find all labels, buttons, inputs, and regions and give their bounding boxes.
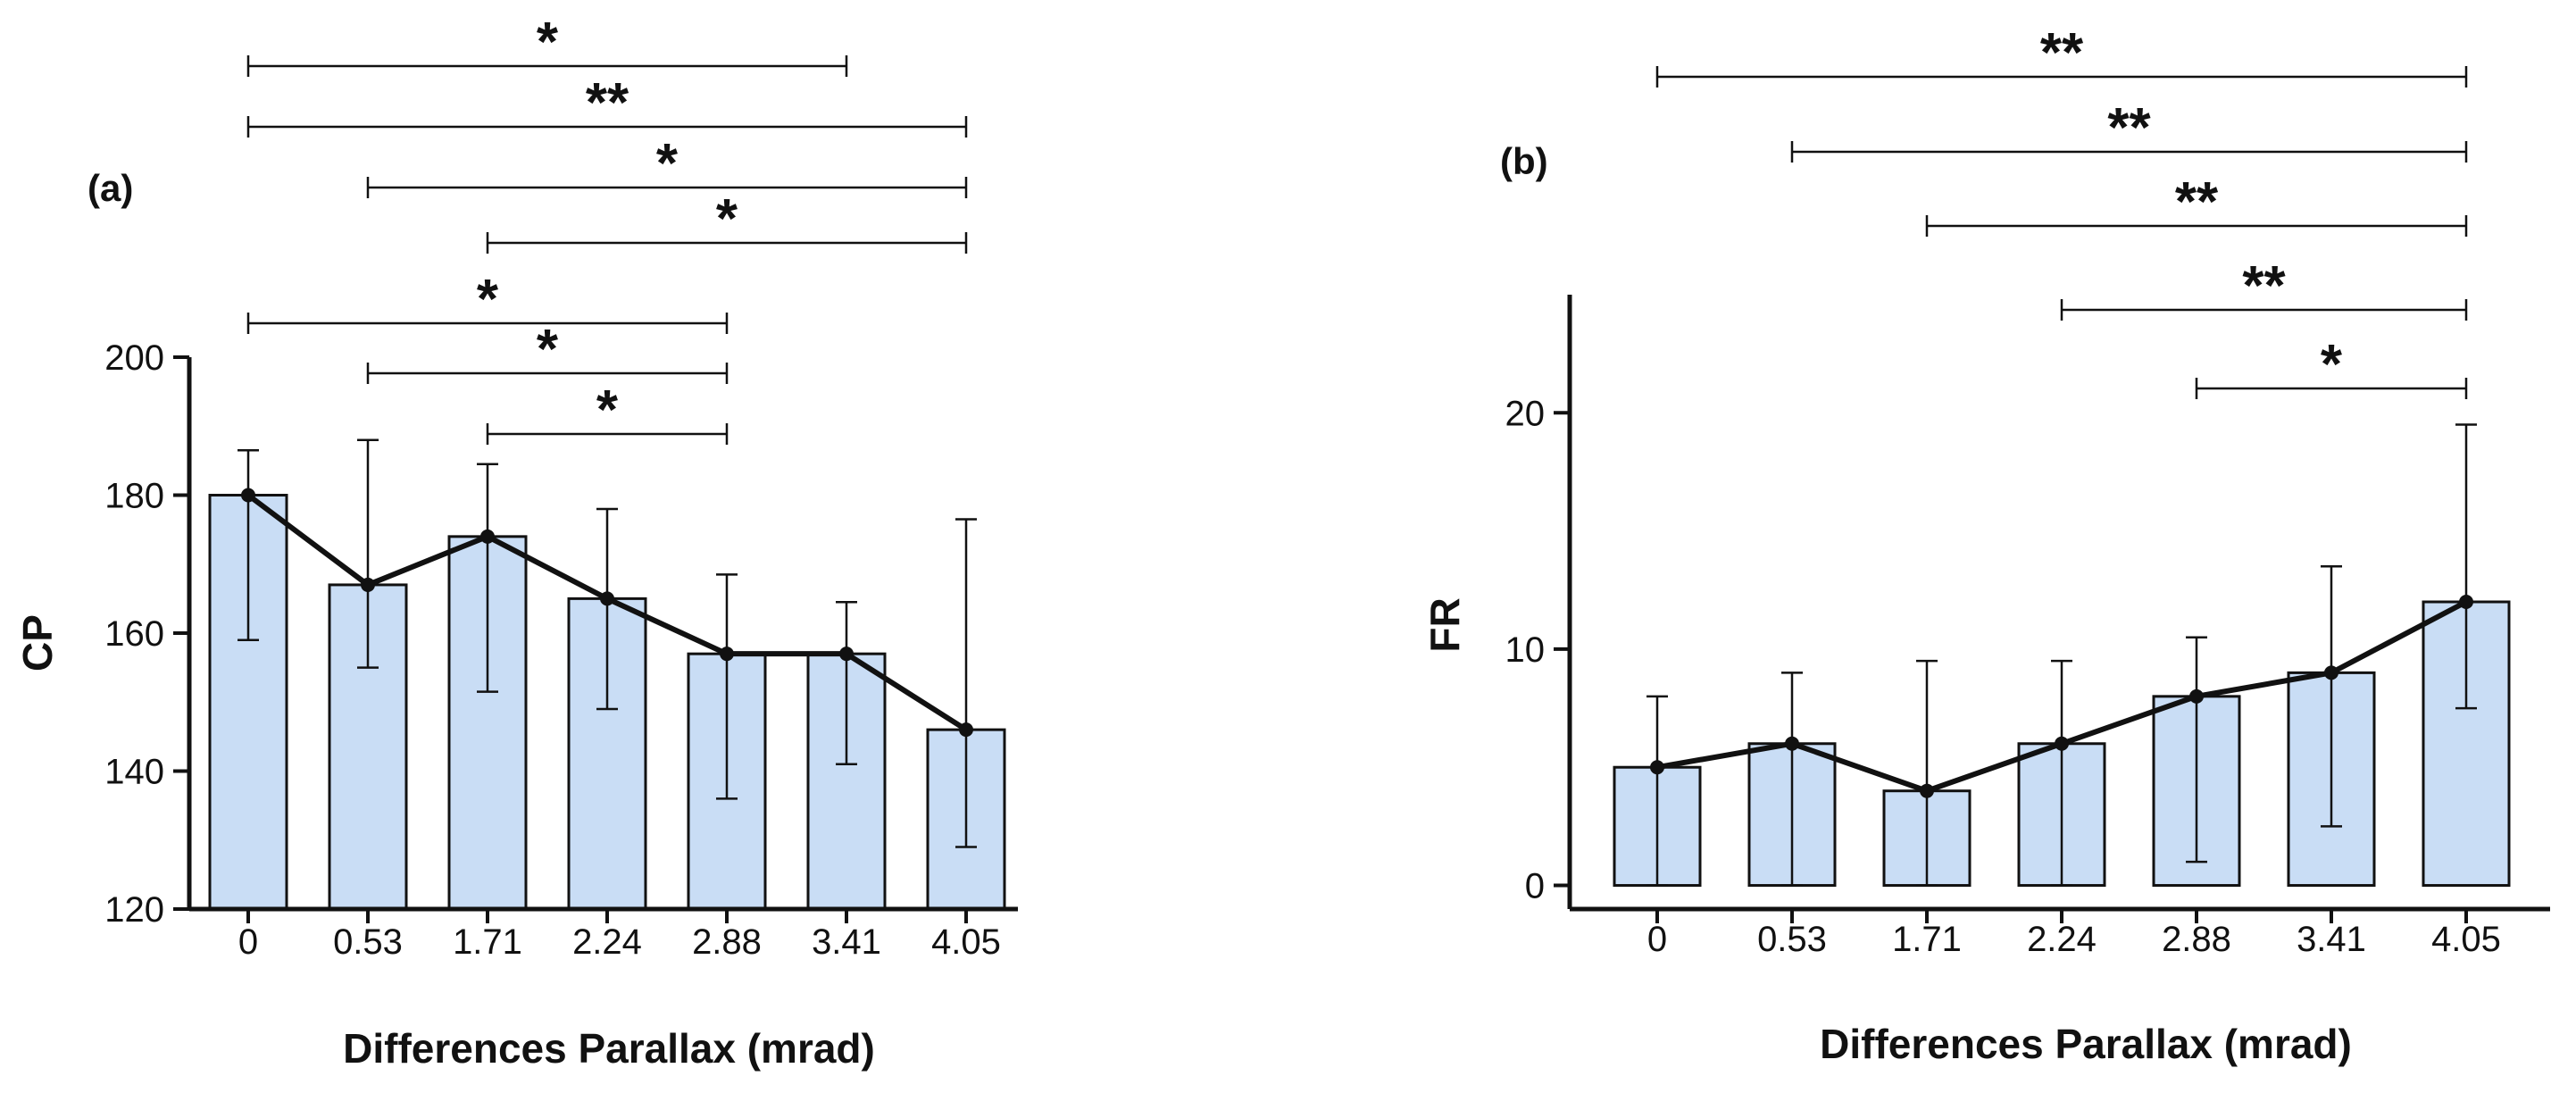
point-0.53 (361, 577, 375, 592)
panel-a-y-axis-title: CP (14, 614, 61, 672)
panel-a-label: (a) (88, 167, 133, 209)
x-tick-label-4.05: 4.05 (2431, 920, 2501, 959)
point-0.53 (1785, 736, 1799, 751)
sig-label-2: * (656, 133, 679, 195)
panel-b-label: (b) (1500, 140, 1548, 182)
y-tick-label-140: 140 (104, 753, 164, 792)
sig-label-6: * (596, 380, 619, 441)
y-tick-label-200: 200 (104, 338, 164, 378)
x-tick-label-2.88: 2.88 (692, 922, 762, 962)
sig-label-4: * (477, 269, 499, 330)
panel-a-significance: ******** (246, 12, 968, 445)
sig-label-0: * (537, 12, 559, 73)
sig-label-4: * (2321, 334, 2343, 396)
sig-label-1: ** (2107, 97, 2151, 159)
y-tick-label-180: 180 (104, 477, 164, 516)
x-tick-label-0: 0 (238, 922, 258, 962)
panel-b-error-bars (1646, 423, 2477, 887)
y-tick-label-10: 10 (1505, 630, 1546, 670)
bar-2.24 (567, 597, 647, 911)
panel-b-mean-line (1650, 595, 2473, 798)
sig-label-0: ** (2040, 22, 2084, 84)
x-tick-label-0.53: 0.53 (333, 922, 403, 962)
x-tick-label-0: 0 (1647, 920, 1667, 959)
point-1.71 (480, 529, 495, 544)
point-4.05 (959, 722, 973, 738)
y-tick-label-20: 20 (1505, 394, 1546, 433)
panel-a-x-axis-title: Differences Parallax (mrad) (343, 1025, 875, 1072)
panel-b-axes: 0 10 20 0 0.53 1.71 2.24 2.88 3.41 4.05 (1505, 295, 2550, 959)
y-tick-label-160: 160 (104, 614, 164, 654)
panel-b-significance: ********* (1655, 22, 2468, 399)
panel-b-y-axis-title: FR (1421, 597, 1468, 652)
sig-label-3: ** (2242, 255, 2286, 317)
x-tick-label-1.71: 1.71 (1892, 920, 1962, 959)
point-2.24 (600, 591, 614, 606)
panel-a-chart: (a) CP Differences Parallax (mrad) 120 14… (14, 12, 1018, 1072)
x-tick-label-2.88: 2.88 (2162, 920, 2231, 959)
sig-label-1: ** (586, 72, 629, 134)
panel-a-mean-line (241, 488, 973, 738)
point-2.88 (720, 647, 734, 662)
panel-b-x-axis-title: Differences Parallax (mrad) (1820, 1021, 2352, 1067)
sig-label-5: * (537, 319, 559, 380)
point-0 (241, 488, 255, 503)
y-tick-label-0: 0 (1525, 867, 1545, 906)
x-tick-label-0.53: 0.53 (1757, 920, 1827, 959)
point-2.24 (2055, 736, 2069, 751)
point-1.71 (1920, 783, 1934, 798)
panel-a-error-bars (238, 438, 977, 848)
y-tick-label-120: 120 (104, 890, 164, 930)
x-tick-label-1.71: 1.71 (453, 922, 522, 962)
point-3.41 (2324, 665, 2338, 680)
x-tick-label-4.05: 4.05 (931, 922, 1001, 962)
x-tick-label-2.24: 2.24 (2027, 920, 2097, 959)
point-0 (1650, 760, 1664, 775)
sig-label-3: * (716, 188, 738, 250)
x-tick-label-3.41: 3.41 (812, 922, 881, 962)
point-4.05 (2459, 595, 2473, 609)
sig-label-2: ** (2175, 171, 2219, 233)
x-tick-label-2.24: 2.24 (572, 922, 642, 962)
panel-a-axes: 120 140 160 180 200 0 0.53 1.71 2.24 2.88 3.41 4.05 (104, 338, 1018, 962)
panel-b-chart: (b) FR Differences Parallax (mrad) 0 10 20… (1421, 22, 2550, 1067)
x-tick-label-3.41: 3.41 (2297, 920, 2366, 959)
point-3.41 (839, 647, 854, 662)
point-2.88 (2189, 688, 2204, 704)
